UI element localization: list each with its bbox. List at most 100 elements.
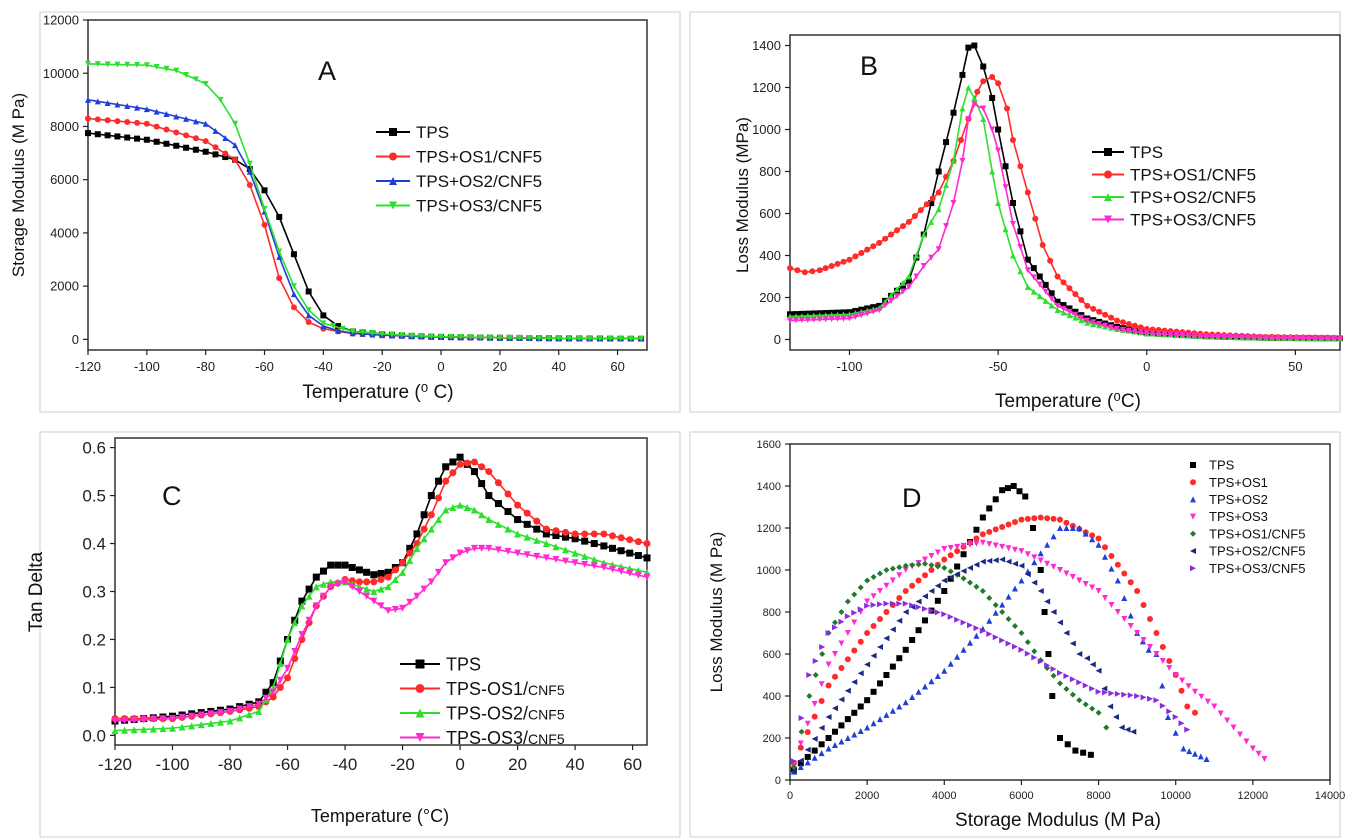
data-point [992, 602, 999, 608]
data-point [1112, 714, 1119, 720]
data-point [130, 726, 138, 734]
data-point [1209, 333, 1216, 340]
data-point [1031, 559, 1038, 566]
data-point [399, 559, 407, 567]
data-point [496, 334, 503, 341]
data-point [877, 716, 883, 723]
data-point [844, 613, 851, 620]
data-point [909, 562, 916, 569]
data-point [1089, 536, 1096, 543]
data-point [1044, 560, 1051, 567]
data-point [1057, 516, 1063, 523]
data-point [305, 592, 313, 600]
data-point [909, 602, 916, 609]
data-point [1114, 577, 1121, 584]
data-point [1024, 551, 1031, 558]
data-point [941, 546, 948, 552]
data-point [1069, 676, 1076, 683]
data-point [941, 556, 948, 563]
legend-label-small: CNF5 [528, 731, 565, 747]
data-point [1031, 579, 1038, 586]
data-point [1016, 488, 1023, 495]
x-tick-label: -20 [373, 359, 392, 374]
data-point [1050, 533, 1057, 540]
series-tps-os3-cnf5 [787, 101, 1343, 342]
panel-frame [39, 11, 681, 413]
data-point [1166, 665, 1173, 671]
data-point [816, 316, 823, 323]
data-point [1147, 695, 1153, 702]
data-point [902, 600, 909, 607]
data-point [276, 676, 284, 684]
data-point [1087, 751, 1094, 758]
data-point [920, 263, 927, 269]
data-point [1102, 322, 1109, 329]
legend-label: TPS-OS3/CNF5 [446, 728, 565, 748]
data-point [1095, 709, 1102, 716]
data-point [999, 523, 1006, 530]
data-point [183, 132, 190, 139]
data-point [1127, 612, 1134, 619]
data-point [819, 651, 826, 657]
data-point [851, 619, 858, 626]
legend-marker [1190, 513, 1196, 520]
data-point [943, 182, 950, 189]
data-point [467, 334, 474, 341]
data-point [1012, 546, 1018, 553]
data-point [1096, 308, 1103, 315]
data-point [291, 619, 299, 627]
data-point [202, 120, 209, 127]
data-point [1179, 332, 1186, 339]
y-tick-label: 0 [72, 332, 79, 347]
data-point [562, 557, 570, 565]
data-point [882, 235, 889, 242]
data-point [104, 99, 111, 106]
data-point [216, 709, 224, 717]
data-point [134, 104, 141, 111]
data-point [634, 552, 642, 560]
data-point [305, 312, 312, 319]
data-point [883, 711, 890, 718]
y-tick-label: 600 [759, 206, 781, 221]
data-point [877, 570, 883, 577]
data-point [896, 572, 903, 579]
data-point [1293, 335, 1300, 342]
data-point [1121, 595, 1128, 601]
data-point [811, 700, 818, 707]
data-point [298, 597, 306, 605]
data-point [1095, 667, 1102, 674]
data-point [1057, 525, 1063, 531]
data-point [1114, 609, 1121, 615]
y-tick-label: 0.1 [82, 678, 106, 697]
data-point [941, 577, 948, 584]
x-tick-label: -120 [75, 359, 101, 374]
data-point [797, 740, 804, 747]
data-point [1330, 335, 1337, 342]
data-point [979, 531, 986, 538]
data-point [899, 223, 906, 230]
data-point [420, 511, 428, 519]
data-point [1057, 669, 1063, 676]
data-point [838, 618, 845, 625]
data-point [1072, 747, 1079, 754]
data-point [794, 267, 801, 274]
data-point [811, 735, 818, 742]
data-point [617, 567, 625, 575]
y-tick-label: 400 [763, 691, 781, 703]
data-point [153, 64, 160, 71]
data-point [494, 479, 502, 487]
data-point [883, 609, 890, 615]
data-point [420, 585, 428, 593]
data-point [245, 711, 253, 719]
data-point [197, 711, 205, 719]
data-point [971, 101, 978, 108]
data-point [562, 546, 570, 554]
x-tick-label: -100 [836, 359, 862, 374]
data-point [1036, 273, 1043, 280]
data-point [1041, 609, 1048, 615]
data-point [1101, 685, 1108, 692]
data-point [212, 151, 219, 158]
data-point [363, 568, 371, 576]
data-point [305, 319, 312, 326]
data-point [1076, 697, 1083, 704]
